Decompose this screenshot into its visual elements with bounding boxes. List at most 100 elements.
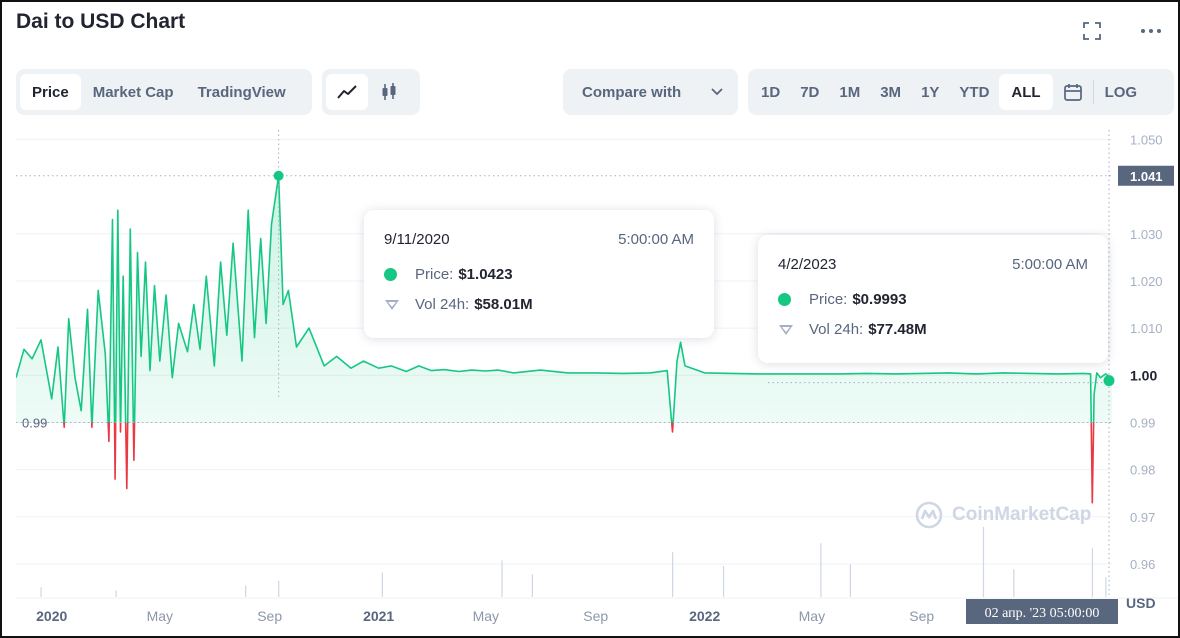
volume-bar: [849, 564, 851, 597]
compare-with-label: Compare with: [582, 83, 682, 101]
volume-bar: [278, 580, 280, 597]
tooltip-price-label: Price:: [415, 266, 454, 283]
tab-price[interactable]: Price: [20, 74, 81, 110]
tooltip-2020: 9/11/2020 5:00:00 AM Price: $1.0423 Vol …: [364, 210, 714, 338]
x-tick-label: Sep: [909, 608, 934, 624]
volume-bar: [672, 552, 674, 597]
candlestick-button[interactable]: [368, 74, 410, 110]
y-axis-unit: USD: [1126, 595, 1156, 611]
watermark: CoinMarketCap: [914, 500, 1091, 530]
fullscreen-icon: [1083, 22, 1101, 40]
fullscreen-button[interactable]: [1077, 16, 1107, 46]
x-tick-label: 2020: [36, 608, 67, 624]
watermark-text: CoinMarketCap: [952, 504, 1092, 525]
calendar-icon: [1063, 84, 1082, 101]
tooltip-time: 5:00:00 AM: [1012, 256, 1088, 273]
price-dot-icon: [384, 268, 397, 281]
tooltip-date: 9/11/2020: [384, 231, 450, 248]
y-tick-label: 0.97: [1130, 510, 1155, 525]
coinmarketcap-logo-icon: [915, 501, 943, 529]
tooltip-2023: 4/2/2023 5:00:00 AM Price: $0.9993 Vol 2…: [758, 235, 1108, 363]
more-options-button[interactable]: [1136, 16, 1166, 46]
calendar-button[interactable]: [1053, 74, 1093, 110]
high-price-label: 1.041: [1130, 169, 1163, 184]
y-tick-label: 0.98: [1130, 463, 1155, 478]
current-price-label-bg: [1118, 362, 1174, 389]
price-line-up: [16, 175, 1112, 423]
volume-bar: [722, 566, 725, 597]
volume-bar: [40, 587, 42, 597]
page-title: Dai to USD Chart: [16, 10, 186, 33]
line-chart-icon: [337, 85, 357, 99]
price-line-down: [63, 422, 1095, 504]
tooltip-price-value: $1.0423: [458, 266, 513, 283]
volume-bar: [501, 560, 503, 597]
tooltip-volume-row: Vol 24h: $77.48M: [778, 321, 927, 338]
more-options-icon: [1141, 29, 1161, 33]
chart-markers: [273, 170, 1115, 387]
chart-type-toggle: [322, 69, 420, 115]
y-tick-label: 1.020: [1130, 274, 1163, 289]
tab-tradingview[interactable]: TradingView: [197, 83, 286, 101]
crosshair-date-label: 02 апр. '23 05:00:00: [985, 606, 1100, 621]
range-3m[interactable]: 3M: [880, 83, 902, 101]
baseline-label: 0.99: [22, 415, 47, 430]
tooltip-price-value: $0.9993: [852, 291, 907, 308]
y-tick-label: 1.010: [1130, 321, 1163, 336]
y-axis: 1.0501.0301.0201.0101.0000.990.990.980.9…: [22, 132, 1174, 611]
price-area: [16, 175, 1112, 504]
range-1d[interactable]: 1D: [761, 83, 781, 101]
x-tick-label: May: [799, 608, 825, 624]
time-range-selector: 1D 7D 1M 3M 1Y YTD ALL LOG: [748, 69, 1174, 115]
y-tick-label: 1.050: [1130, 132, 1163, 147]
current-price-label: 1.00: [1130, 367, 1157, 383]
range-all[interactable]: ALL: [999, 74, 1053, 110]
volume-bar: [531, 574, 533, 597]
tooltip-volume-row: Vol 24h: $58.01M: [384, 296, 533, 313]
x-tick-label: May: [147, 608, 173, 624]
crosshair-guides: [16, 130, 1112, 597]
high-price-marker: [273, 170, 284, 181]
crosshair-date-label-bg: [966, 599, 1118, 624]
candlestick-icon: [382, 83, 396, 100]
tab-market-cap[interactable]: Market Cap: [92, 83, 174, 101]
volume-icon: [778, 323, 794, 337]
range-divider: [1092, 80, 1094, 104]
price-area-fill: [16, 175, 1112, 423]
range-7d[interactable]: 7D: [800, 83, 820, 101]
volume-bar: [245, 585, 247, 597]
range-1m[interactable]: 1M: [839, 83, 861, 101]
y-tick-label: 1.030: [1130, 227, 1163, 242]
tooltip-price-row: Price: $1.0423: [384, 266, 513, 283]
range-1y[interactable]: 1Y: [921, 83, 940, 101]
volume-bar: [1105, 577, 1107, 597]
volume-bar: [381, 572, 383, 597]
x-tick-label: 2022: [689, 608, 720, 624]
volume-bar: [820, 543, 822, 597]
x-tick-label: May: [473, 608, 499, 624]
high-price-label-bg: [1118, 165, 1174, 186]
x-tick-label: Sep: [583, 608, 608, 624]
tooltip-time: 5:00:00 AM: [618, 231, 694, 248]
tooltip-volume-label: Vol 24h:: [415, 296, 470, 313]
tooltip-volume-label: Vol 24h:: [809, 321, 864, 338]
tooltip-price-label: Price:: [809, 291, 848, 308]
volume-bars: [40, 527, 1107, 597]
volume-icon: [384, 298, 400, 312]
line-chart-button[interactable]: [326, 74, 368, 110]
current-price-marker: [1103, 375, 1115, 387]
volume-bar: [115, 590, 117, 597]
range-ytd[interactable]: YTD: [959, 83, 990, 101]
volume-bar: [1091, 548, 1094, 597]
y-tick-label: 0.99: [1130, 415, 1155, 430]
compare-with-dropdown[interactable]: Compare with: [563, 69, 738, 115]
volume-bar: [1013, 569, 1015, 597]
log-scale-toggle[interactable]: LOG: [1104, 83, 1138, 101]
chevron-down-icon: [711, 88, 723, 96]
y-tick-label: 0.96: [1130, 557, 1155, 572]
x-tick-label: 2021: [363, 608, 394, 624]
price-dot-icon: [778, 293, 791, 306]
view-tabs: Price Market Cap TradingView: [16, 69, 312, 115]
